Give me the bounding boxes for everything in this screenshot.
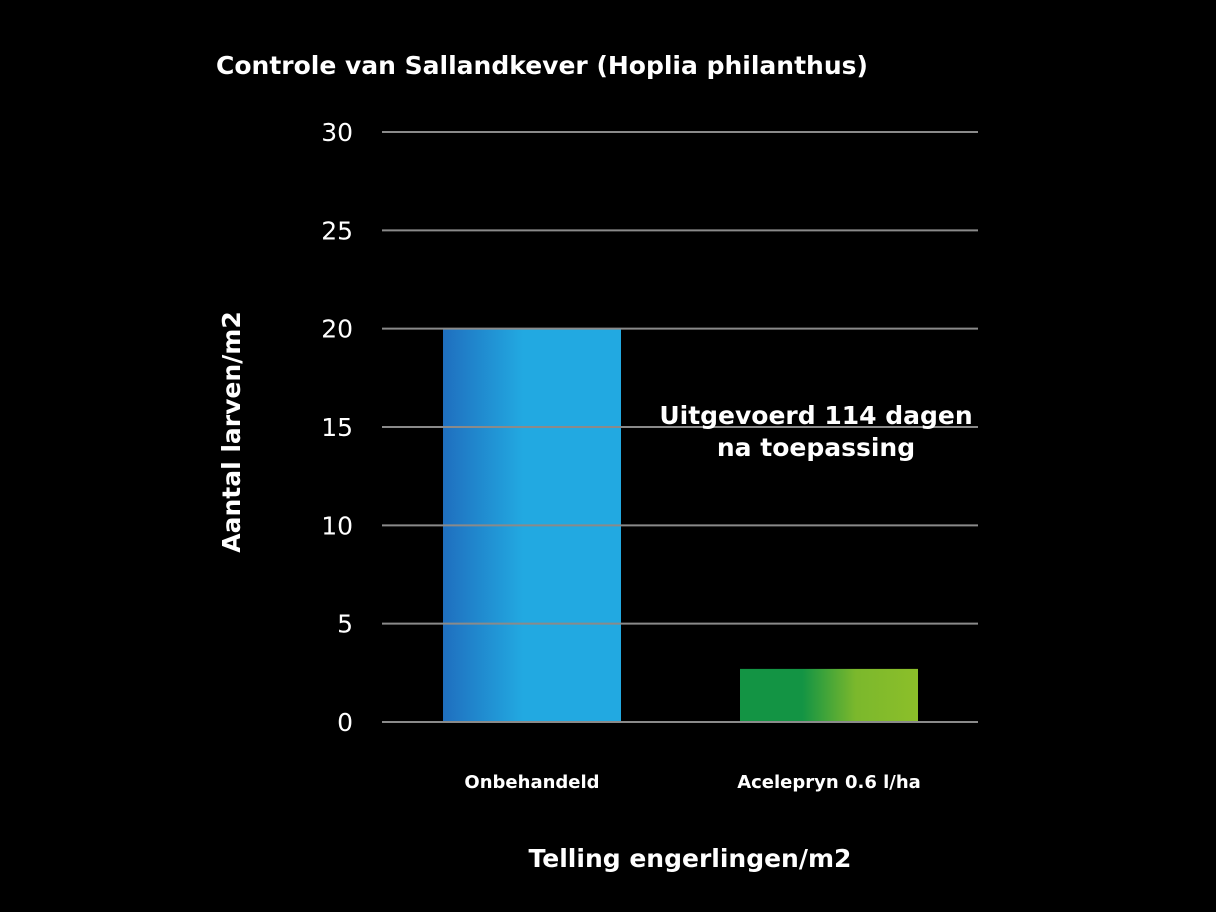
x-axis-title: Telling engerlingen/m2 [529, 844, 852, 873]
annotation-line-1: Uitgevoerd 114 dagen [659, 401, 972, 430]
y-tick-label: 15 [321, 413, 353, 442]
chart-title: Controle van Sallandkever (Hoplia philan… [216, 51, 868, 80]
annotation-line-2: na toepassing [717, 433, 915, 462]
y-tick-label: 5 [337, 610, 353, 639]
x-axis-categories: Onbehandeld Acelepryn 0.6 l/ha [464, 772, 920, 793]
y-axis-title: Aantal larven/m2 [217, 311, 246, 553]
x-category-label: Onbehandeld [464, 772, 599, 793]
bar-acelepryn [740, 668, 918, 722]
y-tick-label: 25 [321, 216, 353, 245]
x-category-label: Acelepryn 0.6 l/ha [737, 772, 921, 793]
y-axis-ticks: 0 5 10 15 20 25 30 [321, 118, 353, 737]
y-tick-label: 0 [337, 708, 353, 737]
y-tick-label: 30 [321, 118, 353, 147]
gridlines [382, 131, 978, 723]
y-tick-label: 10 [321, 511, 353, 540]
y-tick-label: 20 [321, 315, 353, 344]
